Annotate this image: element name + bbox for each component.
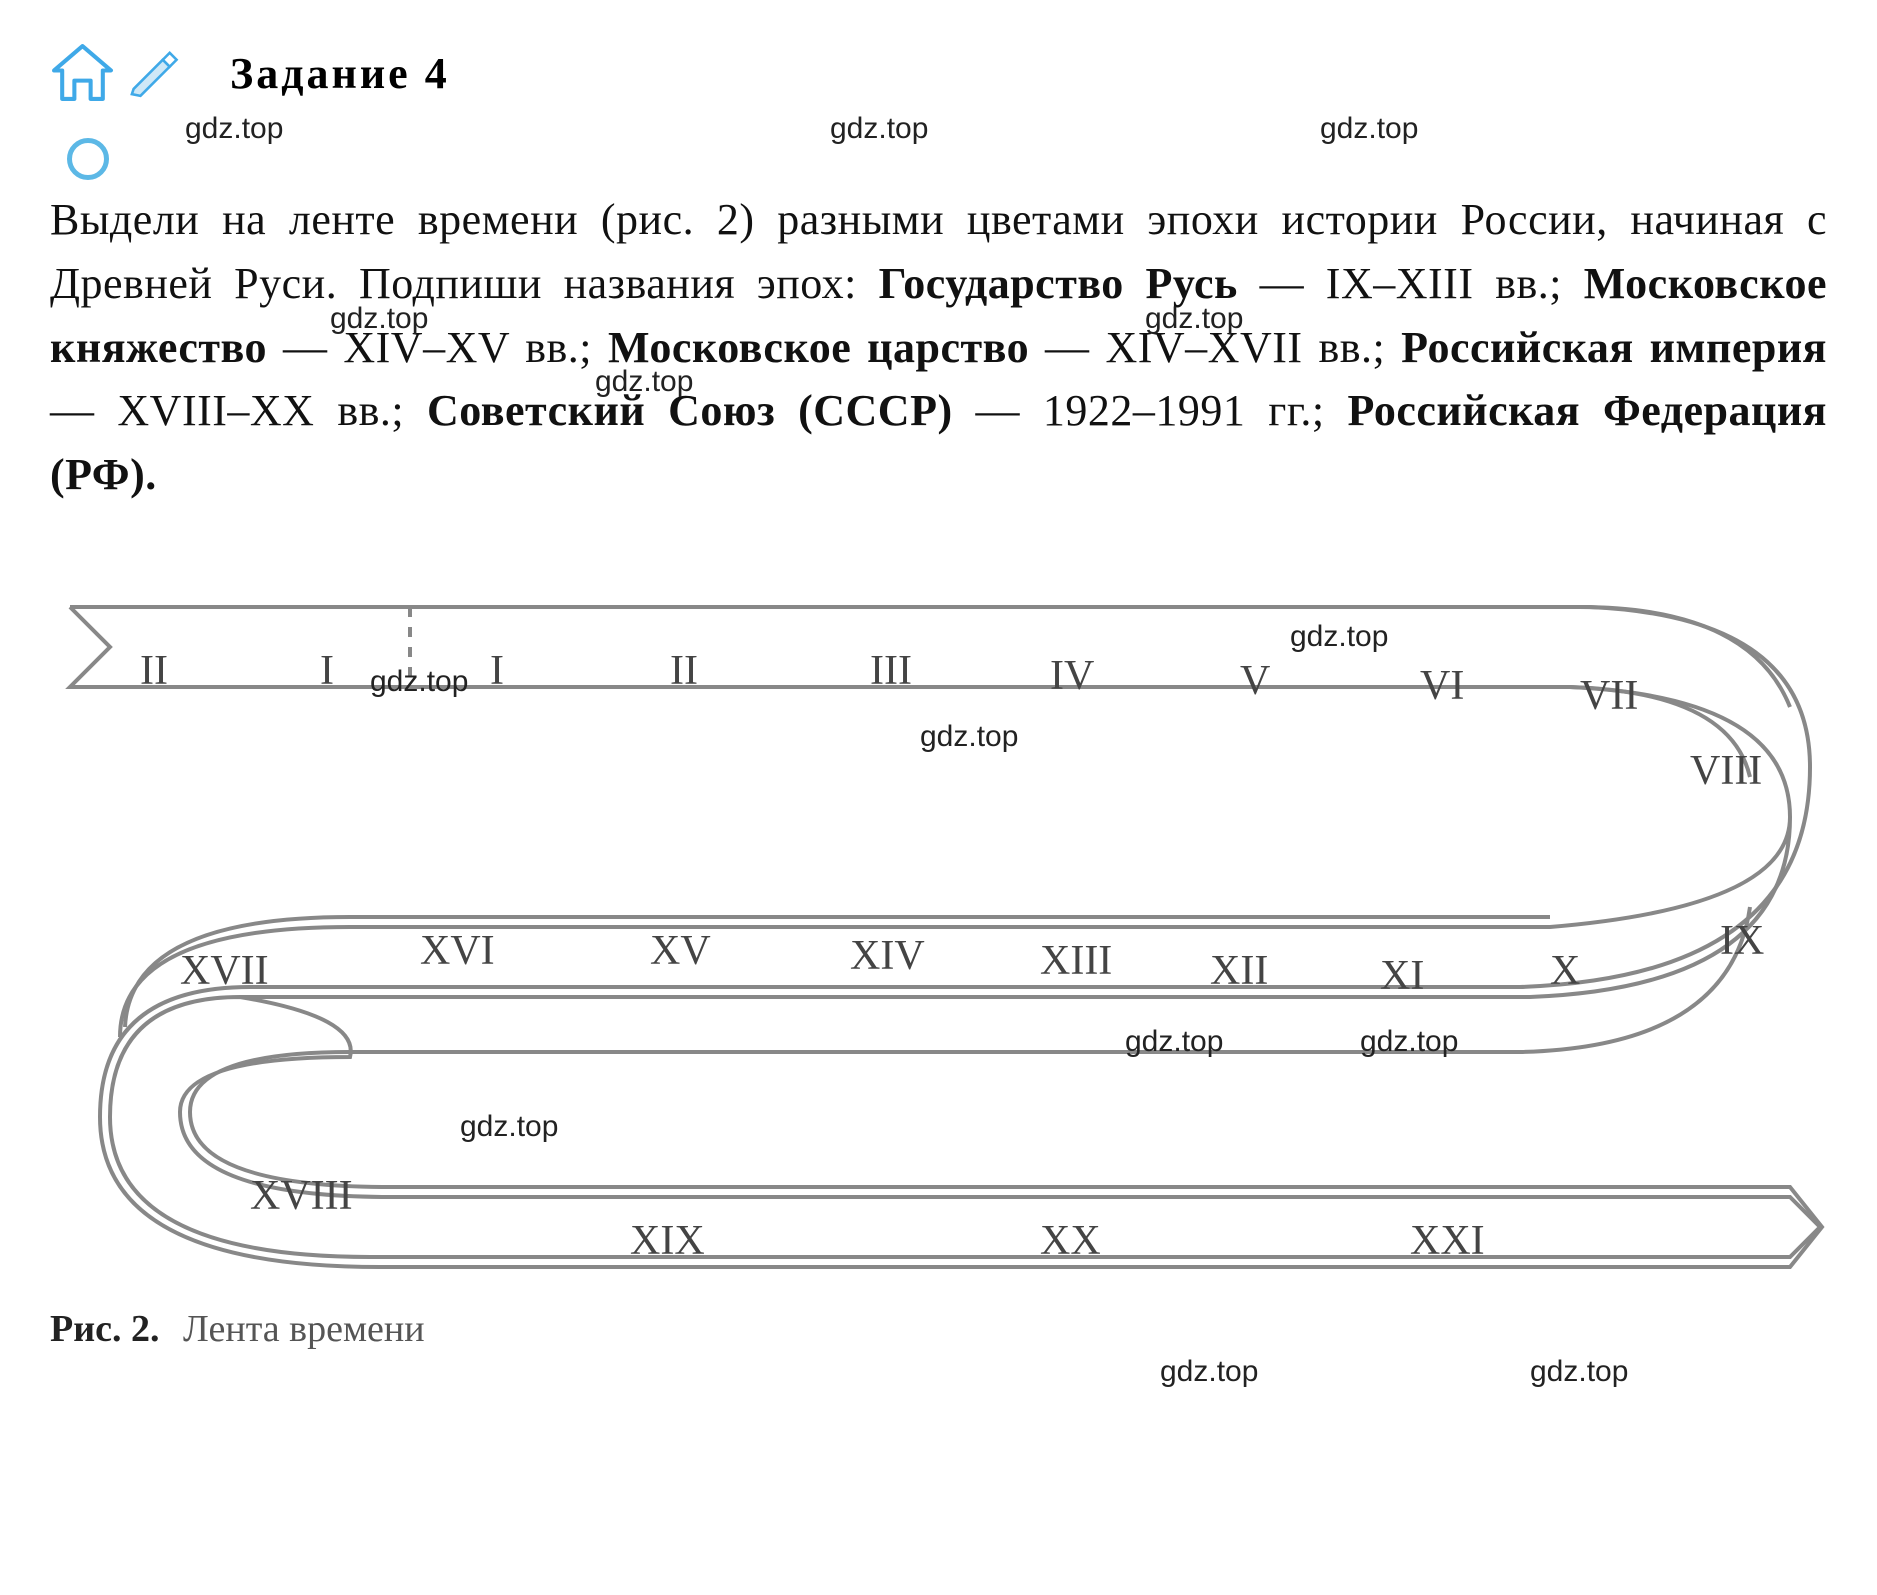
century-label: V xyxy=(1240,657,1270,705)
task-title: Задание 4 xyxy=(230,48,450,99)
watermark: gdz.top xyxy=(1160,1355,1258,1389)
ribbon-svg xyxy=(50,557,1830,1277)
body-fragment: — XIV–XV вв.; xyxy=(267,323,608,372)
caption-rest: Лента времени xyxy=(183,1308,425,1350)
century-label: XIX xyxy=(630,1217,705,1265)
century-label: XXI xyxy=(1410,1217,1485,1265)
task-body: Выдели на ленте времени (рис. 2) разными… xyxy=(50,188,1827,507)
century-label: I xyxy=(490,647,504,695)
century-label: II xyxy=(670,647,698,695)
century-label: VI xyxy=(1420,662,1464,710)
century-label: XI xyxy=(1380,952,1424,1000)
pencil-icon xyxy=(125,46,180,106)
century-label: XX xyxy=(1040,1217,1101,1265)
epoch-name: Советский Союз (СССР) xyxy=(427,386,953,435)
century-label: IV xyxy=(1050,652,1094,700)
body-fragment: — IX–XIII вв.; xyxy=(1238,259,1584,308)
figure-caption: Рис. 2. Лента времени xyxy=(50,1307,1827,1351)
century-label: XIII xyxy=(1040,937,1112,985)
body-fragment: — 1922–1991 гг.; xyxy=(953,386,1348,435)
century-label: XVII xyxy=(180,947,269,995)
century-label: XII xyxy=(1210,947,1268,995)
century-label: VII xyxy=(1580,672,1638,720)
timeline-ribbon: IIIIIIIIIIVVVIVIIVIIIIXXXIXIIXIIIXIVXVXV… xyxy=(50,557,1830,1277)
header-row: Задание 4 xyxy=(50,40,1827,180)
page-content: Задание 4 Выдели на ленте времени (рис. … xyxy=(50,40,1827,1351)
century-label: IX xyxy=(1720,917,1764,965)
century-label: XIV xyxy=(850,932,925,980)
century-label: I xyxy=(320,647,334,695)
century-label: X xyxy=(1550,947,1580,995)
body-fragment: — XVIII–XX вв.; xyxy=(50,386,427,435)
house-icon xyxy=(50,40,115,110)
century-label: XV xyxy=(650,927,711,975)
epoch-name: Российская империя xyxy=(1401,323,1827,372)
caption-bold: Рис. 2. xyxy=(50,1308,159,1350)
icon-stack xyxy=(50,40,115,180)
body-fragment: — XIV–XVII вв.; xyxy=(1029,323,1401,372)
century-label: VIII xyxy=(1690,747,1762,795)
epoch-name: Государство Русь xyxy=(879,259,1238,308)
century-label: XVIII xyxy=(250,1172,353,1220)
watermark: gdz.top xyxy=(1530,1355,1628,1389)
century-label: XVI xyxy=(420,927,495,975)
epoch-name: Московское царство xyxy=(608,323,1029,372)
circle-icon xyxy=(67,138,109,180)
century-label: II xyxy=(140,647,168,695)
century-label: III xyxy=(870,647,912,695)
